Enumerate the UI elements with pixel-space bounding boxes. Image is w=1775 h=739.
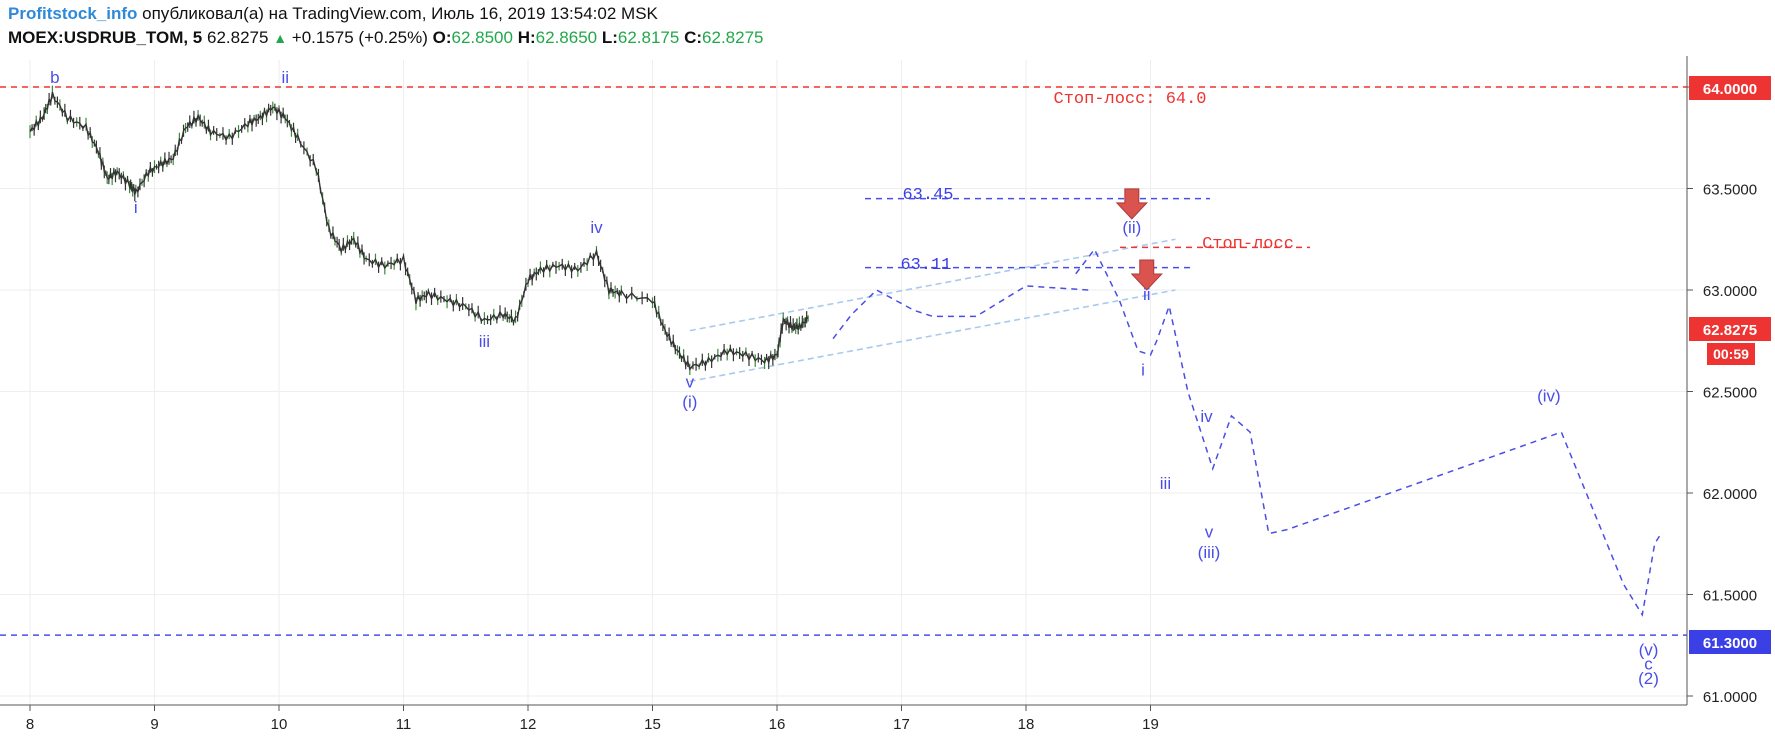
x-tick-label: 8 — [26, 716, 34, 733]
down-arrow-icon — [1115, 188, 1148, 220]
stop-loss-secondary-label: Стоп-лосс — [1202, 235, 1294, 254]
last-value: 62.8275 — [207, 28, 269, 47]
y-tick-label: 61.5000 — [1703, 588, 1757, 605]
x-tick-label: 11 — [396, 716, 412, 733]
y-tick-label: 63.5000 — [1703, 182, 1757, 199]
wave-label: iii — [479, 332, 490, 351]
wave-label: (v) — [1639, 640, 1659, 659]
wave-label: c — [1644, 655, 1653, 674]
wave-label: iv — [1200, 407, 1213, 426]
up-triangle-icon: ▲ — [273, 30, 288, 46]
price-line — [29, 91, 809, 371]
x-tick-label: 12 — [520, 716, 537, 733]
wave-label: iv — [590, 218, 603, 237]
change-value: +0.1575 (+0.25%) — [291, 28, 428, 47]
target-price-tag: 61.3000 — [1689, 630, 1771, 654]
high-value: 62.8650 — [535, 28, 598, 47]
y-axis-ticks: 64.0000 63.5000 63.0000 62.5000 62.0000 61.50… — [1687, 80, 1757, 706]
published-text: опубликовал(а) на TradingView.com, Июль … — [142, 4, 658, 23]
level-6345-label: 63.45 — [902, 186, 953, 205]
wave-label: b — [50, 68, 59, 87]
wave-label: i — [134, 198, 138, 217]
x-tick-label: 18 — [1018, 716, 1035, 733]
target-price-text: 61.3000 — [1703, 635, 1757, 652]
y-tick-label: 63.0000 — [1703, 283, 1757, 300]
y-tick-label: 61.0000 — [1703, 689, 1757, 706]
y-tick-label: 62.5000 — [1703, 385, 1757, 402]
wave-label: ii — [281, 68, 289, 87]
wave-label: (i) — [682, 393, 697, 412]
low-value: 62.8175 — [617, 28, 680, 47]
open-value: 62.8500 — [451, 28, 513, 47]
wave-label: (2) — [1638, 669, 1659, 688]
stop-price-tag: 64.0000 — [1689, 76, 1771, 100]
wave-path — [1075, 247, 1662, 617]
bar-timer-text: 00:59 — [1713, 346, 1749, 362]
wave-label: v — [1205, 523, 1214, 542]
wave-label: ii — [1143, 285, 1151, 304]
down-arrow-icon — [1130, 259, 1163, 291]
symbol-label: MOEX:USDRUB_TOM, 5 — [8, 28, 203, 47]
wave-projection — [832, 247, 1662, 617]
x-tick-label: 9 — [150, 716, 158, 733]
low-label: L: — [601, 28, 618, 47]
stop-loss-main-label: Стоп-лосс: 64.0 — [1053, 90, 1206, 109]
wave-label: v — [686, 372, 695, 391]
close-value: 62.8275 — [702, 28, 764, 47]
wave-label: iii — [1160, 474, 1171, 493]
ohlc-line: MOEX:USDRUB_TOM, 5 62.8275 ▲ +0.1575 (+0… — [8, 26, 1768, 50]
down-arrow-shape — [1115, 188, 1148, 220]
high-label: H: — [517, 28, 536, 47]
wave-label: (iii) — [1198, 543, 1221, 562]
channel-line — [689, 289, 1176, 383]
publish-line: Profitstock_info опубликовал(а) на Tradi… — [8, 2, 1768, 26]
x-tick-label: 16 — [769, 716, 786, 733]
horizontal-levels — [0, 86, 1687, 636]
x-tick-label: 15 — [644, 716, 661, 733]
x-axis-ticks: 8 9 10 11 12 15 16 17 18 19 — [26, 705, 1159, 733]
wave-label: (ii) — [1122, 218, 1141, 237]
stop-price-text: 64.0000 — [1703, 81, 1757, 98]
trend-channel — [689, 238, 1176, 383]
close-label: C: — [684, 28, 703, 47]
author-link[interactable]: Profitstock_info — [8, 4, 138, 23]
wave-label: (iv) — [1537, 387, 1561, 406]
level-6311-label: 63.11 — [900, 256, 951, 275]
wave-path — [832, 285, 1089, 340]
y-tick-label: 62.0000 — [1703, 486, 1757, 503]
channel-line — [689, 238, 1176, 332]
open-label: O: — [432, 28, 452, 47]
chart-header: Profitstock_info опубликовал(а) на Tradi… — [8, 2, 1768, 50]
price-series — [29, 85, 809, 375]
x-tick-label: 10 — [271, 716, 288, 733]
wave-label: i — [1141, 360, 1145, 379]
down-arrow-shape — [1130, 259, 1163, 291]
last-price-text: 62.8275 — [1703, 322, 1757, 339]
x-tick-label: 17 — [893, 716, 910, 733]
sell-arrows — [1115, 188, 1163, 291]
grid — [0, 60, 1687, 705]
x-tick-label: 19 — [1142, 716, 1159, 733]
wave-labels: b iiiiviiiv(i)(ii)iiiiviiiv(iii)(iv)(v)c(… — [50, 68, 1659, 688]
last-price-tag: 62.8275 00:59 — [1689, 317, 1771, 365]
